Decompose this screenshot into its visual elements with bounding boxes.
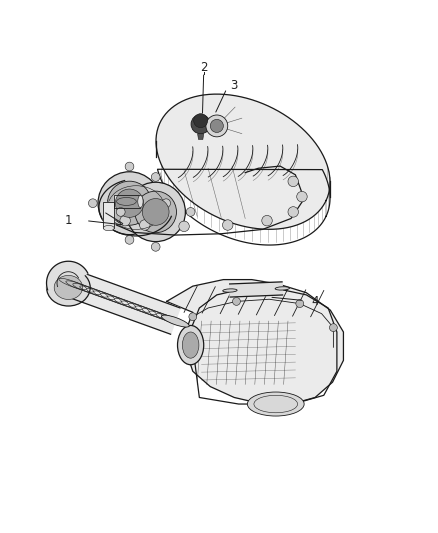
Ellipse shape <box>182 332 199 358</box>
Circle shape <box>140 220 150 230</box>
Circle shape <box>288 207 298 217</box>
Circle shape <box>189 313 197 321</box>
Circle shape <box>151 243 160 251</box>
Circle shape <box>210 119 223 133</box>
Circle shape <box>126 182 185 241</box>
Ellipse shape <box>54 276 82 300</box>
Circle shape <box>194 114 208 128</box>
Circle shape <box>107 181 152 225</box>
Circle shape <box>233 297 240 305</box>
Polygon shape <box>166 280 343 404</box>
Polygon shape <box>114 195 141 207</box>
Text: 2: 2 <box>200 61 208 74</box>
Circle shape <box>191 115 210 134</box>
Circle shape <box>296 300 304 308</box>
Circle shape <box>142 199 169 225</box>
Circle shape <box>262 215 272 226</box>
Circle shape <box>88 199 97 207</box>
Polygon shape <box>156 94 330 229</box>
Circle shape <box>125 236 134 244</box>
Ellipse shape <box>138 195 143 207</box>
Circle shape <box>120 215 131 226</box>
Circle shape <box>297 191 307 202</box>
Circle shape <box>125 162 134 171</box>
Ellipse shape <box>162 315 189 327</box>
Polygon shape <box>230 282 283 297</box>
Circle shape <box>288 176 298 187</box>
Polygon shape <box>46 261 88 290</box>
Circle shape <box>329 324 337 332</box>
Ellipse shape <box>177 326 204 365</box>
Text: 4: 4 <box>311 295 319 308</box>
Polygon shape <box>68 271 180 334</box>
Circle shape <box>206 115 228 137</box>
Circle shape <box>223 220 233 230</box>
Circle shape <box>162 199 170 207</box>
Text: 1: 1 <box>65 214 72 227</box>
Text: 3: 3 <box>230 79 238 92</box>
Ellipse shape <box>247 392 304 416</box>
Ellipse shape <box>275 287 290 290</box>
Ellipse shape <box>223 289 237 292</box>
Circle shape <box>179 221 189 231</box>
Circle shape <box>135 191 177 233</box>
Circle shape <box>117 207 125 216</box>
Circle shape <box>115 189 144 217</box>
Circle shape <box>98 172 161 235</box>
Circle shape <box>151 173 160 181</box>
Ellipse shape <box>103 225 114 231</box>
Ellipse shape <box>46 269 90 306</box>
Polygon shape <box>198 134 204 140</box>
Circle shape <box>186 207 195 216</box>
Polygon shape <box>103 202 114 228</box>
